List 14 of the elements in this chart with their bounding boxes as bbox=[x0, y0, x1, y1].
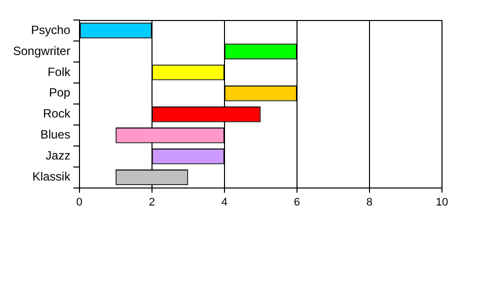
y-tick-label: Jazz bbox=[46, 148, 70, 163]
y-tick-label: Songwriter bbox=[13, 44, 70, 58]
x-tick-label: 8 bbox=[366, 196, 373, 208]
y-tick-label: Blues bbox=[40, 128, 70, 142]
y-tick-label: Rock bbox=[43, 106, 72, 121]
x-tick-label: 4 bbox=[221, 196, 228, 208]
x-tick-label: 6 bbox=[294, 196, 300, 208]
y-tick-label: Klassik bbox=[32, 170, 72, 184]
x-tick-label: 10 bbox=[436, 196, 448, 208]
x-tick-label: 2 bbox=[148, 196, 155, 208]
x-tick-label: 0 bbox=[76, 196, 82, 208]
y-tick-label: Psycho bbox=[31, 22, 71, 37]
y-tick-label: Folk bbox=[48, 64, 72, 79]
y-tick-label: Pop bbox=[49, 86, 71, 100]
